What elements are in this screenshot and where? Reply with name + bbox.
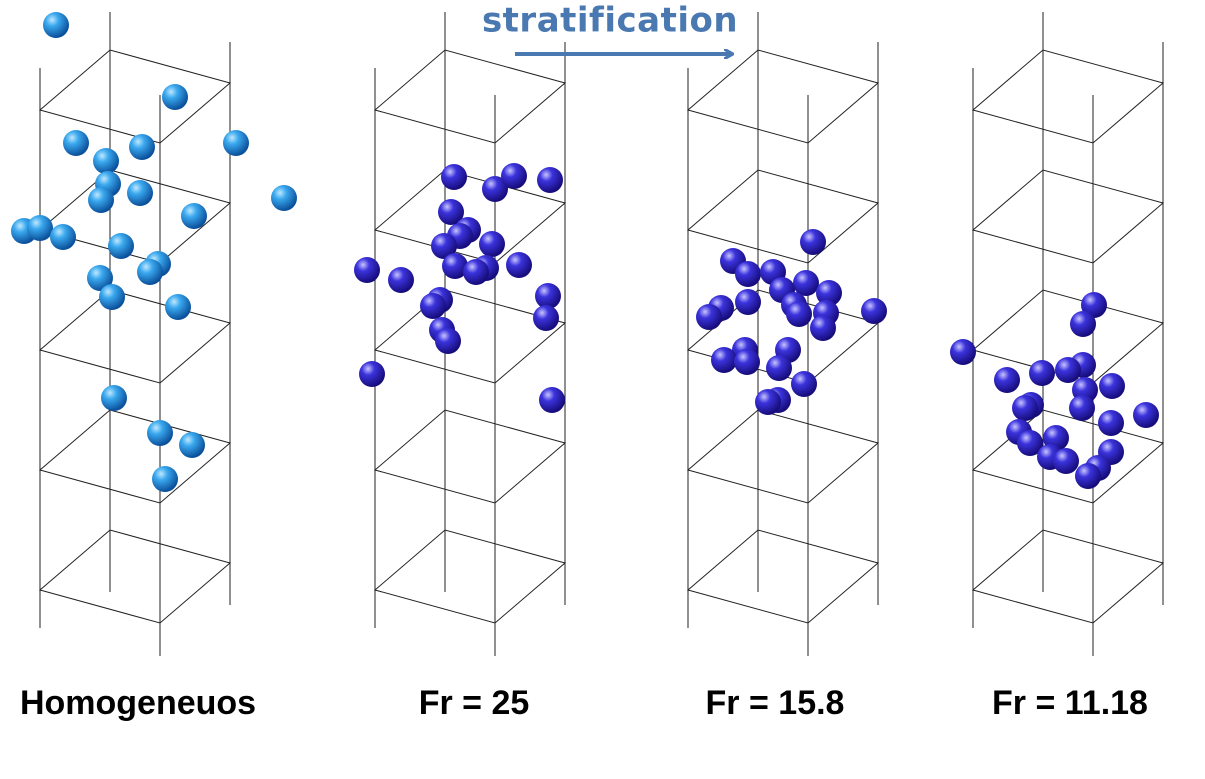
slice [38, 289, 232, 384]
particle [1029, 360, 1055, 386]
particle [162, 84, 188, 110]
particle [1017, 430, 1043, 456]
particle [441, 164, 467, 190]
particle [223, 130, 249, 156]
particle [861, 298, 887, 324]
particle [271, 185, 297, 211]
particle [793, 270, 819, 296]
particle [482, 176, 508, 202]
slice [38, 49, 232, 144]
slice [373, 169, 567, 264]
particle [354, 257, 380, 283]
particle [165, 294, 191, 320]
particle [388, 267, 414, 293]
slice [971, 169, 1165, 264]
particle [1133, 402, 1159, 428]
particle [93, 148, 119, 174]
particle [127, 180, 153, 206]
slice [686, 409, 880, 504]
particle [181, 203, 207, 229]
slice [38, 529, 232, 624]
particle [479, 231, 505, 257]
panel-label: Fr = 15.8 [706, 684, 845, 722]
particle [696, 304, 722, 330]
wireframes [38, 12, 1165, 656]
slice [971, 49, 1165, 144]
slice [686, 49, 880, 144]
particle [1070, 311, 1096, 337]
particle [63, 130, 89, 156]
particle [431, 233, 457, 259]
particle [816, 280, 842, 306]
particle [506, 252, 532, 278]
slice [971, 529, 1165, 624]
particle [179, 432, 205, 458]
particle [27, 215, 53, 241]
particle [1055, 357, 1081, 383]
particle [108, 233, 134, 259]
particle [1081, 292, 1107, 318]
particle [1099, 373, 1125, 399]
particle [539, 387, 565, 413]
slice [373, 529, 567, 624]
particle [99, 284, 125, 310]
particle [533, 305, 559, 331]
slice [373, 49, 567, 144]
particle [359, 361, 385, 387]
slice [686, 529, 880, 624]
particle [101, 385, 127, 411]
particle [1012, 395, 1038, 421]
panel-label: Fr = 11.18 [992, 684, 1148, 722]
panel-label: Homogeneuos [20, 684, 256, 722]
slice [38, 409, 232, 504]
particle [1098, 410, 1124, 436]
particle [420, 293, 446, 319]
particle [43, 12, 69, 38]
annotation-label: stratification [482, 1, 738, 41]
particle [1075, 463, 1101, 489]
particle [442, 253, 468, 279]
particle [50, 224, 76, 250]
particle [87, 265, 113, 291]
particle [735, 261, 761, 287]
particle [766, 355, 792, 381]
particle [535, 283, 561, 309]
particles [11, 12, 1159, 492]
particle [711, 347, 737, 373]
particle [810, 315, 836, 341]
particle [147, 420, 173, 446]
particle [152, 466, 178, 492]
column-box [686, 12, 880, 656]
column-box [971, 12, 1165, 656]
particle [137, 259, 163, 285]
particle [88, 187, 114, 213]
column-box [38, 12, 232, 656]
particle [800, 229, 826, 255]
particle [129, 134, 155, 160]
slice [373, 409, 567, 504]
slice [686, 169, 880, 264]
particle [786, 301, 812, 327]
particle [537, 167, 563, 193]
particle [438, 199, 464, 225]
particle [994, 367, 1020, 393]
particle [463, 259, 489, 285]
particle [1069, 395, 1095, 421]
particle [735, 289, 761, 315]
panel-label: Fr = 25 [419, 684, 530, 722]
particle [791, 371, 817, 397]
particle [755, 389, 781, 415]
particle [734, 349, 760, 375]
particle [950, 339, 976, 365]
slice [373, 289, 567, 384]
particle [1053, 448, 1079, 474]
particle [501, 163, 527, 189]
particle [435, 328, 461, 354]
column-box [373, 12, 567, 656]
